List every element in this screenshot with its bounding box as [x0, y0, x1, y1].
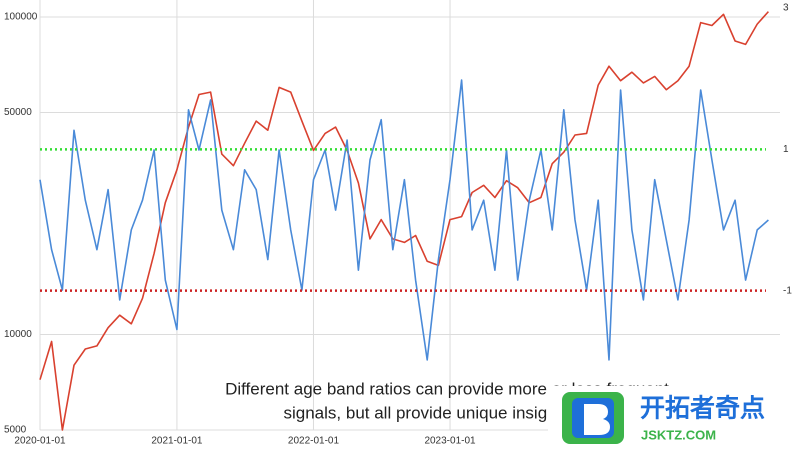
y-tick-label: 10000	[4, 329, 32, 340]
y-tick-label: 50000	[4, 107, 32, 118]
y2-tick-label: 3	[783, 3, 789, 14]
plot-area: 2020-01-01 2021-01-01 2022-01-01 2023-01-01…	[4, 0, 792, 447]
logo-b	[584, 404, 610, 435]
x-tick-label: 2021-01-01	[151, 436, 203, 447]
y2-tick-label: 1	[783, 144, 789, 155]
watermark: 开拓者奇点 JSKTZ.COM	[548, 386, 788, 446]
series-line	[39, 79, 769, 361]
y-tick-label: 5000	[4, 425, 27, 436]
x-tick-label: 2023-01-01	[424, 436, 476, 447]
caption: signals, but all provide unique insights…	[284, 403, 611, 422]
series-line	[39, 11, 769, 431]
watermark-title: 开拓者奇点	[640, 395, 765, 423]
x-tick-label: 2022-01-01	[288, 436, 340, 447]
y2-tick-label: -1	[783, 285, 792, 296]
y-tick-label: 100000	[4, 12, 38, 23]
x-tick-label: 2020-01-01	[14, 436, 66, 447]
watermark-url: JSKTZ.COM	[641, 427, 716, 442]
